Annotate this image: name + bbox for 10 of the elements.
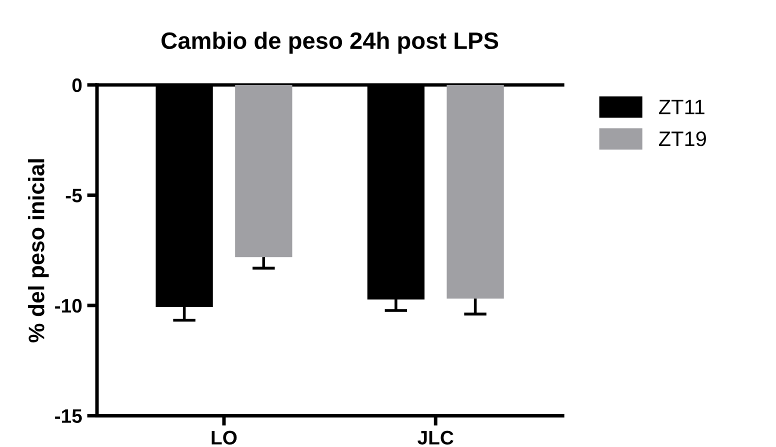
y-tick-label: -10: [55, 298, 82, 313]
x-tick-label: JLC: [418, 430, 454, 445]
legend-label: ZT11: [658, 100, 704, 114]
chart-title: Cambio de peso 24h post LPS: [162, 32, 498, 54]
y-tick-label: -15: [55, 409, 82, 423]
y-tick-label: 0: [72, 78, 82, 92]
y-tick-label: -5: [66, 188, 82, 202]
x-tick-label: LO: [212, 430, 237, 445]
y-axis-title: % del peso inicial: [28, 159, 49, 342]
legend-label: ZT19: [658, 131, 706, 146]
